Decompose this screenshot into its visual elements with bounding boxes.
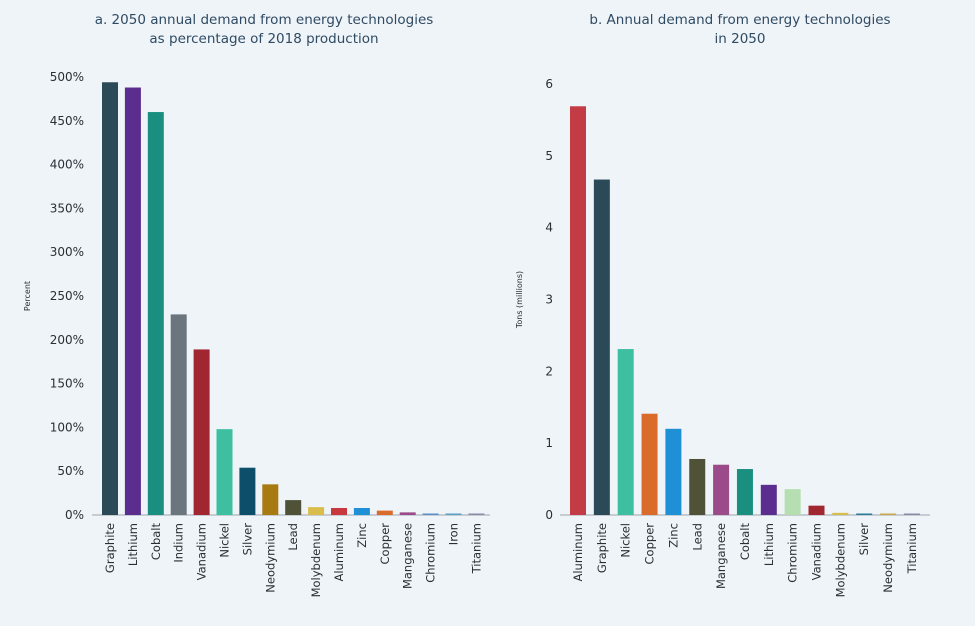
y-tick-label: 350% xyxy=(50,201,84,215)
bar-lead xyxy=(285,500,302,515)
x-tick-label: Vanadium xyxy=(810,523,824,580)
x-tick-label: Zinc xyxy=(355,523,369,548)
bar-silver xyxy=(239,467,256,515)
bar-nickel xyxy=(617,349,634,515)
y-tick-label: 400% xyxy=(50,158,84,172)
y-tick-label: 300% xyxy=(50,245,84,259)
x-tick-label: Indium xyxy=(172,523,186,563)
x-tick-label: Silver xyxy=(240,523,254,556)
bar-manganese xyxy=(713,464,730,515)
x-tick-label: Manganese xyxy=(401,523,415,589)
y-tick-label: 2 xyxy=(545,364,553,378)
bar-vanadium xyxy=(193,349,210,515)
y-tick-label: 6 xyxy=(545,77,553,91)
bar-molybdenum xyxy=(308,507,325,515)
bar-nickel xyxy=(216,429,233,515)
x-tick-label: Aluminum xyxy=(571,523,585,582)
chart-title-line: a. 2050 annual demand from energy techno… xyxy=(95,12,434,28)
bar-cobalt xyxy=(736,469,753,515)
bar-zinc xyxy=(665,428,682,515)
bar-copper xyxy=(376,510,393,515)
bar-chromium xyxy=(784,489,801,515)
x-tick-label: Titanium xyxy=(905,523,919,574)
x-tick-label: Zinc xyxy=(666,523,680,548)
bar-titanium xyxy=(468,513,485,515)
bar-molybdenum xyxy=(832,512,849,515)
bar-vanadium xyxy=(808,505,825,515)
bar-indium xyxy=(170,314,187,515)
x-tick-label: Copper xyxy=(378,523,392,565)
bar-lithium xyxy=(760,484,777,515)
y-tick-label: 3 xyxy=(545,293,553,307)
y-tick-label: 0 xyxy=(545,508,553,522)
x-tick-label: Nickel xyxy=(619,523,633,558)
x-tick-label: Neodymium xyxy=(263,523,277,593)
x-tick-label: Graphite xyxy=(595,523,609,573)
y-tick-label: 5 xyxy=(545,149,553,163)
x-tick-label: Chromium xyxy=(424,523,438,583)
x-tick-label: Silver xyxy=(857,523,871,556)
bar-neodymium xyxy=(880,513,897,515)
bar-neodymium xyxy=(262,484,279,515)
chart-b: b. Annual demand from energy technologie… xyxy=(515,12,930,597)
y-axis-label: Tons (millions) xyxy=(515,271,524,329)
bar-titanium xyxy=(903,513,920,515)
y-tick-label: 450% xyxy=(50,114,84,128)
x-tick-label: Iron xyxy=(447,523,461,545)
x-tick-label: Lead xyxy=(286,523,300,551)
bar-silver xyxy=(856,513,873,515)
x-tick-label: Lithium xyxy=(126,523,140,566)
y-tick-label: 1 xyxy=(545,436,553,450)
y-tick-label: 50% xyxy=(57,464,84,478)
x-tick-label: Nickel xyxy=(218,523,232,558)
bar-zinc xyxy=(353,507,370,515)
bar-copper xyxy=(641,413,658,515)
chart-title-line: in 2050 xyxy=(715,31,766,47)
x-tick-label: Copper xyxy=(643,523,657,565)
bar-aluminum xyxy=(331,507,347,515)
bar-cobalt xyxy=(147,112,164,515)
x-tick-label: Cobalt xyxy=(149,523,163,561)
bar-lead xyxy=(689,458,706,515)
x-tick-label: Cobalt xyxy=(738,523,752,561)
x-tick-label: Lithium xyxy=(762,523,776,566)
bar-iron xyxy=(445,513,462,515)
x-tick-label: Vanadium xyxy=(195,523,209,580)
y-tick-label: 0% xyxy=(65,508,84,522)
bar-lithium xyxy=(124,87,141,516)
y-tick-label: 200% xyxy=(50,333,84,347)
y-tick-label: 100% xyxy=(50,420,84,434)
bar-aluminum xyxy=(570,106,586,515)
y-tick-label: 250% xyxy=(50,289,84,303)
y-tick-label: 500% xyxy=(50,70,84,84)
x-tick-label: Neodymium xyxy=(881,523,895,593)
y-axis-label: Percent xyxy=(23,281,32,311)
y-tick-label: 150% xyxy=(50,377,84,391)
chart-title-line: as percentage of 2018 production xyxy=(149,31,378,47)
chart-a: a. 2050 annual demand from energy techno… xyxy=(23,12,490,597)
chart-title-line: b. Annual demand from energy technologie… xyxy=(589,12,890,28)
x-tick-label: Manganese xyxy=(714,523,728,589)
x-tick-label: Aluminum xyxy=(332,523,346,582)
x-tick-label: Lead xyxy=(690,523,704,551)
x-tick-label: Graphite xyxy=(103,523,117,573)
bar-manganese xyxy=(399,512,416,515)
x-tick-label: Molybdenum xyxy=(833,523,847,597)
x-tick-label: Molybdenum xyxy=(309,523,323,597)
y-tick-label: 4 xyxy=(545,221,553,235)
x-tick-label: Chromium xyxy=(786,523,800,583)
x-tick-label: Titanium xyxy=(469,523,483,574)
bar-graphite xyxy=(102,82,118,516)
bar-graphite xyxy=(593,179,610,515)
bar-chromium xyxy=(422,513,439,515)
